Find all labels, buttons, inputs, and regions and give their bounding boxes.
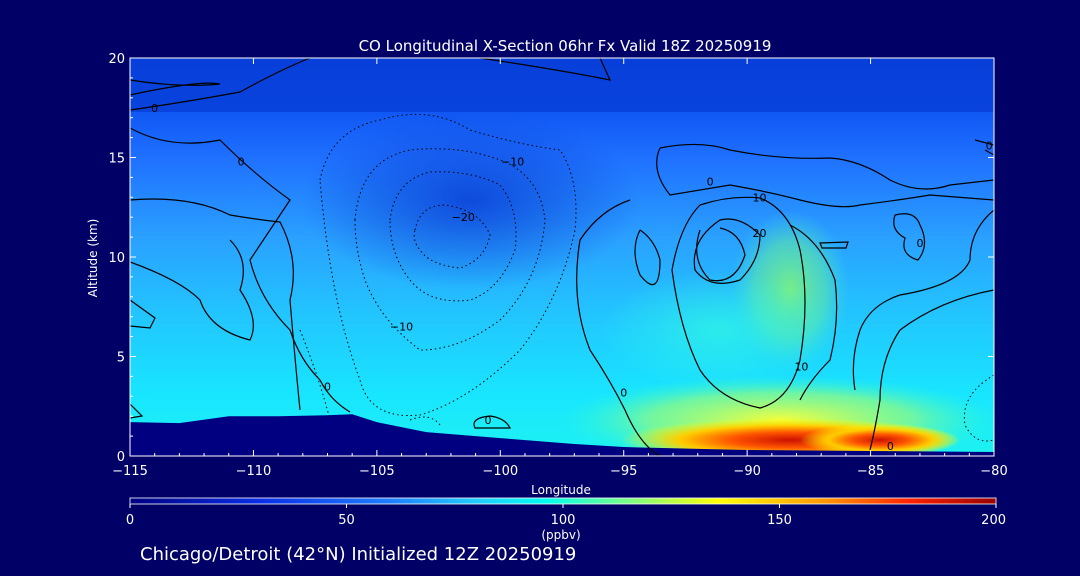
y-tick-label: 15 xyxy=(108,152,125,167)
contour-top-middle xyxy=(479,58,612,81)
contour-label: 0 xyxy=(151,102,158,115)
contour-west-3 xyxy=(130,239,254,341)
contour-east-2 xyxy=(656,147,994,208)
contour-label: 0 xyxy=(238,155,245,168)
y-axis-label: Altitude (km) xyxy=(86,219,100,298)
x-tick-label: −110 xyxy=(236,464,272,479)
plot-area: 0 0 −10 −20 −10 0 10 20 0 0 0 10 0 0 0 xyxy=(130,58,994,456)
colorbar xyxy=(129,497,997,505)
upper-band xyxy=(130,58,994,112)
contour-east-5 xyxy=(869,289,994,451)
contour-label: 0 xyxy=(707,175,714,188)
x-tick-label: −85 xyxy=(857,464,884,479)
contour-upper-left xyxy=(130,79,221,96)
contour-east-3 xyxy=(789,224,838,401)
contour-label: 20 xyxy=(752,227,766,240)
x-axis: −115 −110 −105 −100 −95 −90 −85 −80 xyxy=(112,58,1008,479)
x-tick-label: −80 xyxy=(980,464,1007,479)
dotted-contour-5 xyxy=(299,329,331,421)
colorbar-label: (ppbv) xyxy=(541,528,580,542)
terrain xyxy=(130,414,994,456)
surface-co-maximum-east xyxy=(800,424,960,456)
contour-label: 0 xyxy=(484,414,491,427)
x-tick-label: −100 xyxy=(482,464,518,479)
contour-twenty-inner xyxy=(696,227,746,282)
contour-west-5 xyxy=(130,403,144,419)
contour-west-4 xyxy=(130,299,156,329)
contour-upper xyxy=(130,58,311,111)
colorbar-tick-label: 50 xyxy=(338,513,355,528)
contour-east-cell xyxy=(819,241,849,249)
x-axis-label: Longitude xyxy=(531,483,591,497)
contour-ten-east xyxy=(671,196,806,409)
contour-zero-west xyxy=(130,127,351,413)
colorbar-ticks: 0 50 100 150 200 xyxy=(126,504,1006,528)
contour-label: 0 xyxy=(324,380,331,393)
colorbar-tick-label: 150 xyxy=(767,513,792,528)
contour-label: 0 xyxy=(887,440,894,453)
contour-zero-upper-east xyxy=(659,143,994,190)
mid-level-cyan xyxy=(600,270,840,390)
x-tick-label: −115 xyxy=(112,464,148,479)
contour-label: 0 xyxy=(620,386,627,399)
dotted-contour-east xyxy=(963,374,994,442)
y-tick-label: 20 xyxy=(108,52,125,67)
contour-label: −10 xyxy=(501,155,524,168)
contour-east-4 xyxy=(852,209,994,391)
low-co-region xyxy=(300,110,640,290)
contour-labels: 0 0 −10 −20 −10 0 10 20 0 0 0 10 0 0 0 xyxy=(151,102,992,453)
contour-east-loop xyxy=(893,213,926,261)
contour-label: −10 xyxy=(390,321,413,334)
colorbar-tick-label: 100 xyxy=(551,513,576,528)
x-tick-label: −95 xyxy=(610,464,637,479)
contour-twenty xyxy=(693,218,761,284)
colorbar-tick-label: 200 xyxy=(981,513,1006,528)
y-tick-label: 10 xyxy=(108,251,125,266)
contour-label: 10 xyxy=(752,191,766,204)
y-axis: 0 5 10 15 20 xyxy=(108,52,994,465)
y-tick-label: 0 xyxy=(117,450,125,465)
contour-label: 0 xyxy=(916,237,923,250)
contour-east-small xyxy=(634,229,661,286)
negative-contours xyxy=(299,113,994,442)
contour-east-edge xyxy=(974,139,994,156)
dotted-contour-4 xyxy=(413,204,491,269)
contour-label: −20 xyxy=(452,211,475,224)
x-tick-label: −105 xyxy=(359,464,395,479)
x-tick-label: −90 xyxy=(733,464,760,479)
contour-zero-small xyxy=(473,415,511,429)
contour-label: 10 xyxy=(794,360,808,373)
contour-label: 0 xyxy=(986,140,993,153)
y-tick-label: 5 xyxy=(117,351,125,366)
chart-title: CO Longitudinal X-Section 06hr Fx Valid … xyxy=(359,37,772,55)
dotted-contour-3 xyxy=(389,171,517,302)
colorbar-tick-label: 0 xyxy=(126,513,134,528)
contour-lines xyxy=(130,58,994,456)
contour-zero-east xyxy=(576,199,661,456)
footer-caption: Chicago/Detroit (42°N) Initialized 12Z 2… xyxy=(140,544,576,565)
contour-west-2 xyxy=(130,198,301,411)
